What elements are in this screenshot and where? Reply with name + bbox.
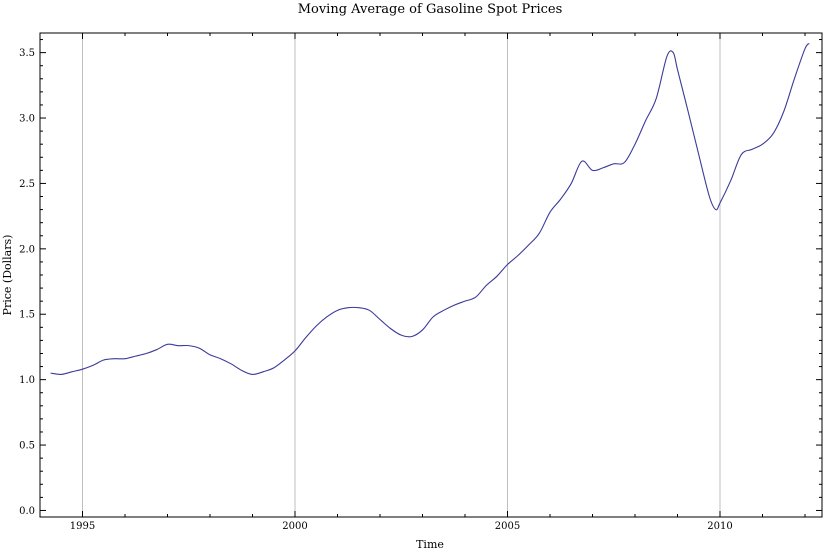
y-tick-label: 1.0 <box>19 375 35 386</box>
x-tick-label: 2005 <box>495 521 520 532</box>
x-axis-label: Time <box>416 538 444 551</box>
x-tick-label: 2010 <box>707 521 732 532</box>
y-tick-label: 3.5 <box>19 48 35 59</box>
x-tick-label: 2000 <box>282 521 307 532</box>
series-group <box>50 43 810 375</box>
y-tick-label: 3.0 <box>19 114 35 125</box>
y-tick-label: 2.5 <box>19 179 35 190</box>
chart-title: Moving Average of Gasoline Spot Prices <box>298 2 563 17</box>
series-line <box>50 43 810 375</box>
x-axis: 1995 2000 2005 2010 <box>39 33 806 532</box>
y-tick-label: 0.5 <box>19 441 35 452</box>
y-tick-label: 1.5 <box>19 310 35 321</box>
y-tick-label: 0.0 <box>19 506 35 517</box>
y-tick-label: 2.0 <box>19 244 35 255</box>
plot-frame <box>39 32 823 518</box>
y-axis-label: Price (Dollars) <box>1 235 14 316</box>
x-tick-label: 1995 <box>70 521 95 532</box>
y-axis: 0.0 0.5 1.0 1.5 2.0 2.5 3.0 3.5 <box>19 39 822 517</box>
gridlines <box>82 33 721 517</box>
